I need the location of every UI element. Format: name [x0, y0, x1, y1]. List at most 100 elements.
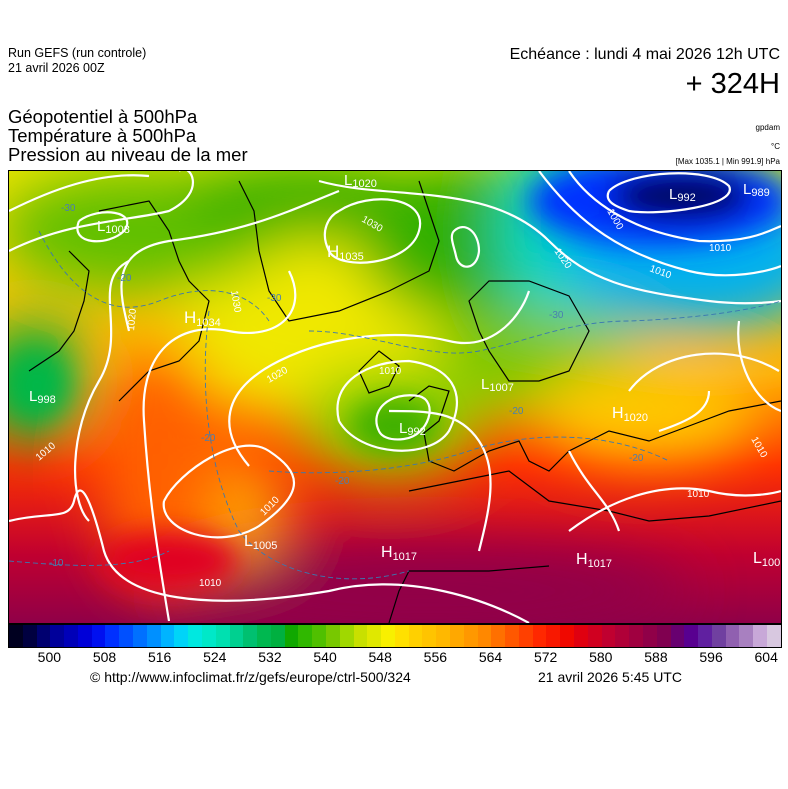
colorbar-cell	[670, 625, 685, 647]
colorbar-cell	[257, 625, 271, 647]
pressure-center: L100	[753, 550, 780, 569]
isotherm-labels: -30 -20 -30 -30 -20 -20 -10 -20 -20	[49, 203, 644, 569]
colorbar-cell	[270, 625, 285, 647]
weather-map: L1020 L1008 H1035 H1034 L998 L992 L989 L…	[8, 170, 782, 624]
colorbar-cell	[105, 625, 120, 647]
colorbar-cell	[615, 625, 630, 647]
colorbar-cell	[642, 625, 657, 647]
generated-time: 21 avril 2026 5:45 UTC	[538, 669, 682, 685]
colorbar-cell	[601, 625, 616, 647]
pressure-center: H1020	[612, 405, 648, 424]
coastlines	[28, 180, 781, 623]
unit-geopotential: gpdam	[755, 123, 780, 132]
colorbar-cell	[160, 625, 175, 647]
unit-pressure-range: [Max 1035.1 | Min 991.9] hPa	[675, 157, 780, 166]
title-pressure: Pression au niveau de la mer	[8, 144, 248, 165]
colorbar-cell	[215, 625, 230, 647]
colorbar-cell	[753, 625, 767, 647]
colorbar-cell	[77, 625, 92, 647]
pressure-center: L998	[29, 388, 56, 406]
colorbar-cell	[50, 625, 65, 647]
colorbar-cell	[546, 625, 561, 647]
colorbar-cell	[574, 625, 588, 647]
weather-map-canvas: L1020 L1008 H1035 H1034 L998 L992 L989 L…	[9, 171, 781, 623]
isotherm-label: -20	[117, 273, 132, 284]
colorbar-cell	[174, 625, 189, 647]
colorbar-cell	[560, 625, 575, 647]
source-url: © http://www.infoclimat.fr/z/gefs/europe…	[90, 669, 411, 685]
pressure-center: L989	[743, 181, 770, 199]
isobar-label: 1010	[379, 366, 402, 377]
pressure-center: L1020	[344, 172, 377, 190]
colorbar-cell	[119, 625, 134, 647]
run-date: 21 avril 2026 00Z	[8, 61, 105, 75]
colorbar-tick-label: 532	[258, 649, 282, 665]
colorbar-tick-label: 548	[368, 649, 392, 665]
colorbar-cell	[656, 625, 671, 647]
colorbar-cell	[725, 625, 740, 647]
colorbar-cell	[477, 625, 492, 647]
isobar-label: 1030	[228, 290, 243, 314]
pressure-center: L992	[669, 186, 696, 204]
colorbar-cell	[408, 625, 423, 647]
colorbar-cell	[436, 625, 450, 647]
isobar-label: 1020	[126, 308, 139, 332]
colorbar-cell	[339, 625, 354, 647]
forecast-valid-time: Echéance : lundi 4 mai 2026 12h UTC	[509, 46, 780, 63]
isotherm-label: -30	[549, 310, 564, 321]
colorbar-cell	[739, 625, 754, 647]
run-model: Run GEFS (run controle)	[8, 46, 147, 60]
colorbar-cell	[463, 625, 478, 647]
pressure-center: H1017	[576, 551, 612, 570]
colorbar-cell	[133, 625, 147, 647]
colorbar-tick-label: 580	[589, 649, 613, 665]
isobar-label: 1010	[687, 489, 710, 500]
isotherm-label: -20	[629, 453, 644, 464]
isotherm-label: -20	[335, 476, 350, 487]
colorbar-cell	[201, 625, 216, 647]
colorbar-cell	[629, 625, 643, 647]
colorbar-tick-label: 596	[699, 649, 723, 665]
colorbar-cell	[36, 625, 51, 647]
colorbar-cell	[353, 625, 368, 647]
colorbar-tick-label: 572	[533, 649, 558, 665]
colorbar-tick-label: 604	[754, 649, 778, 665]
map-titles: Géopotentiel à 500hPa Température à 500h…	[8, 107, 248, 164]
colorbar-cell	[298, 625, 313, 647]
colorbar-cell	[381, 625, 395, 647]
colorbar-cell	[22, 625, 37, 647]
isotherm-label: -20	[201, 433, 216, 444]
isobars	[9, 171, 781, 623]
geopotential-field	[9, 171, 781, 623]
colorbar-cell	[9, 625, 23, 647]
colorbar	[8, 624, 782, 648]
colorbar-cell	[587, 625, 602, 647]
unit-temperature: °C	[771, 142, 780, 151]
pressure-center: L1008	[97, 218, 130, 236]
colorbar-tick-label: 524	[203, 649, 227, 665]
colorbar-cell	[284, 625, 299, 647]
colorbar-cell	[312, 625, 326, 647]
colorbar-cell	[367, 625, 382, 647]
colorbar-cell	[91, 625, 106, 647]
title-geopotential: Géopotentiel à 500hPa	[8, 106, 198, 127]
pressure-center: H1034	[184, 308, 221, 329]
colorbar-tick-label: 500	[37, 649, 62, 665]
colorbar-tick-label: 556	[423, 649, 448, 665]
title-temperature: Température à 500hPa	[8, 125, 197, 146]
pressure-center: L1005	[244, 533, 277, 552]
colorbar-tick-label: 508	[92, 649, 117, 665]
colorbar-tick-label: 516	[147, 649, 172, 665]
colorbar-cell	[422, 625, 437, 647]
colorbar-cell	[698, 625, 712, 647]
forecast-lead-time: + 324H	[685, 68, 780, 100]
pressure-center: H1035	[327, 242, 364, 263]
colorbar-tick-label: 588	[644, 649, 668, 665]
colorbar-cell	[711, 625, 726, 647]
pressure-center: H1017	[381, 544, 417, 563]
colorbar-cell	[64, 625, 78, 647]
colorbar-cell	[450, 625, 464, 647]
isotherm-label: -30	[61, 203, 76, 214]
colorbar-cell	[188, 625, 202, 647]
colorbar-cell	[518, 625, 533, 647]
